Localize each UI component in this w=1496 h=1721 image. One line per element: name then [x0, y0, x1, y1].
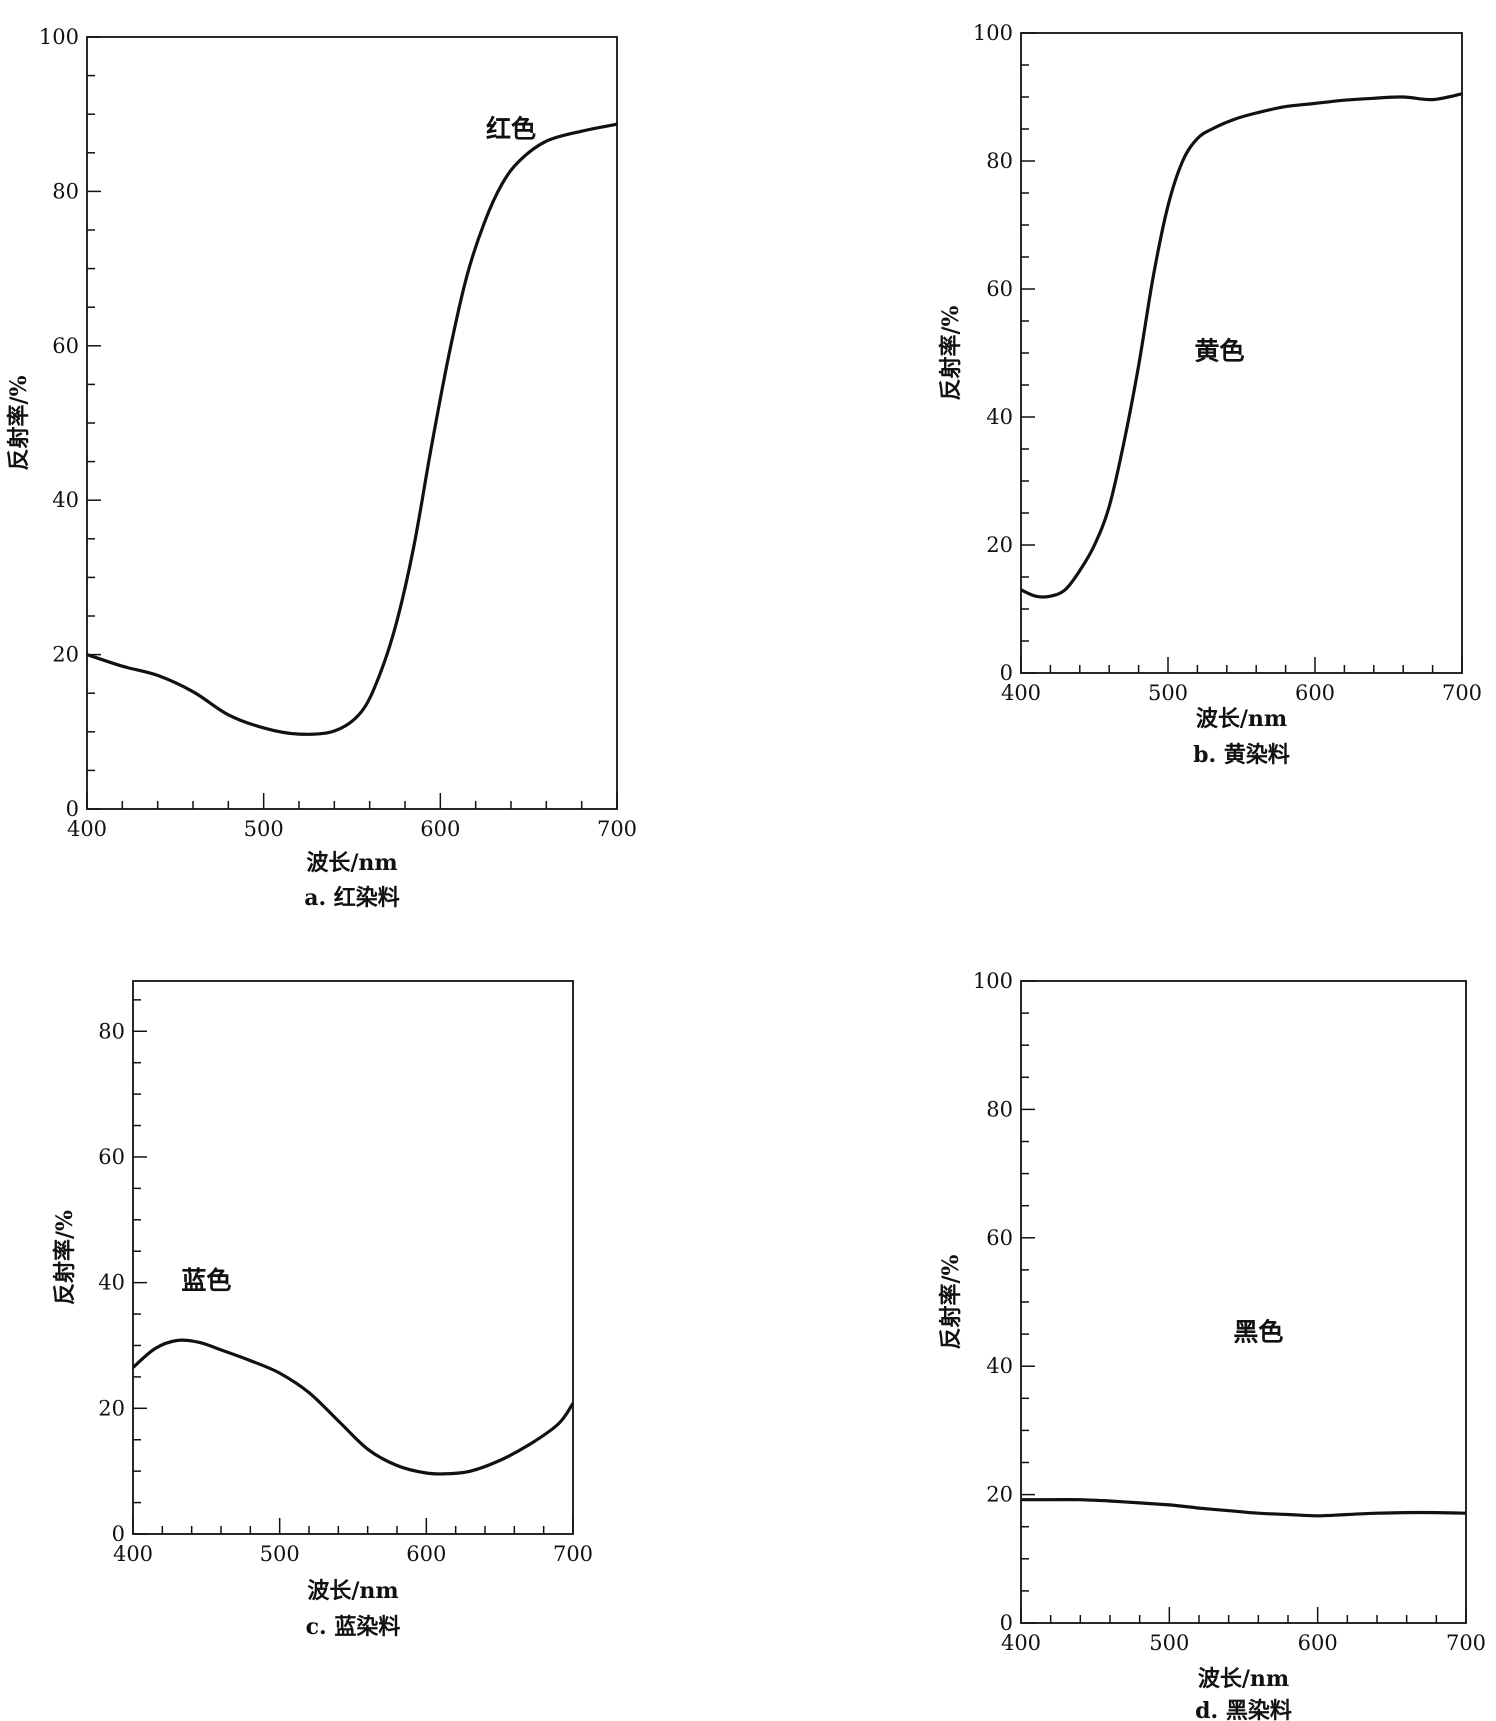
x-axis-label: 波长/nm [307, 1578, 398, 1604]
panel-caption: b. 黄染料 [1193, 742, 1290, 768]
x-tick-label: 600 [406, 1542, 446, 1566]
reflectance-curve [86, 122, 618, 736]
x-tick-label: 500 [260, 1542, 300, 1566]
y-tick-label: 100 [973, 21, 1013, 45]
y-tick-label: 80 [52, 179, 79, 203]
panel-caption: a. 红染料 [304, 885, 400, 911]
x-axis-label: 波长/nm [306, 850, 397, 876]
x-tick-label: 500 [1148, 681, 1188, 705]
x-tick-label: 700 [597, 817, 637, 841]
x-tick-label: 600 [1295, 681, 1335, 705]
y-tick-label: 0 [1000, 1611, 1013, 1635]
panel-caption: d. 黑染料 [1195, 1698, 1292, 1721]
x-axis-label: 波长/nm [1196, 706, 1287, 732]
y-tick-label: 20 [986, 533, 1013, 557]
curve-annotation: 黑色 [1233, 1318, 1283, 1347]
y-tick-label: 80 [986, 149, 1013, 173]
y-axis-label: 反射率/% [6, 375, 32, 470]
x-tick-label: 500 [1149, 1631, 1189, 1655]
chart-panel-b: 400 500 600 700 0 20 40 60 80 100 波长/nm 反射率/% b. 黄染料… [938, 21, 1482, 768]
y-axis-label: 反射率/% [938, 1254, 964, 1349]
y-tick-label: 20 [52, 643, 79, 667]
y-tick-label: 40 [98, 1271, 125, 1295]
chart-panel-a: 400 500 600 700 0 20 40 60 80 100 波长/nm 反射率/% a. 红染料… [6, 25, 637, 911]
y-tick-label: 100 [39, 25, 79, 49]
reflectance-curve [1020, 92, 1463, 599]
y-tick-label: 80 [986, 1097, 1013, 1121]
y-axis-label: 反射率/% [938, 305, 964, 400]
curve-annotation: 蓝色 [181, 1266, 231, 1295]
x-tick-label: 600 [420, 817, 460, 841]
x-tick-label: 400 [1001, 681, 1041, 705]
y-tick-label: 0 [112, 1522, 125, 1546]
plot-frame [132, 980, 574, 1535]
panel-caption: c. 蓝染料 [306, 1614, 401, 1640]
x-tick-label: 700 [1442, 681, 1482, 705]
y-tick-label: 60 [52, 334, 79, 358]
y-tick-label: 40 [52, 488, 79, 512]
y-tick-label: 100 [973, 969, 1013, 993]
curve-annotation: 黄色 [1194, 336, 1244, 365]
x-tick-label: 700 [1446, 1631, 1486, 1655]
x-tick-label: 600 [1298, 1631, 1338, 1655]
x-tick-label: 400 [1001, 1631, 1041, 1655]
y-tick-label: 20 [98, 1396, 125, 1420]
y-axis-label: 反射率/% [52, 1210, 78, 1305]
y-tick-label: 60 [98, 1145, 125, 1169]
y-tick-label: 40 [986, 1354, 1013, 1378]
x-tick-label: 700 [553, 1542, 593, 1566]
chart-panel-c: 400 500 600 700 0 20 40 60 80 波长/nm 反射率/% c. 蓝染料 蓝色 [52, 980, 593, 1640]
x-tick-label: 500 [244, 817, 284, 841]
curve-annotation: 红色 [486, 114, 536, 143]
x-tick-label: 400 [67, 817, 107, 841]
x-axis-label: 波长/nm [1198, 1666, 1289, 1692]
y-tick-label: 0 [66, 797, 79, 821]
plot-frame [1020, 980, 1467, 1624]
chart-panel-d: 400 500 600 700 0 20 40 60 80 100 波长/nm 反射率/% d. 黑染料… [938, 969, 1486, 1721]
y-tick-label: 40 [986, 405, 1013, 429]
y-tick-label: 60 [986, 277, 1013, 301]
y-tick-label: 20 [986, 1483, 1013, 1507]
reflectance-curve [131, 1338, 575, 1476]
reflectance-curve [1021, 1498, 1467, 1518]
y-tick-label: 60 [986, 1226, 1013, 1250]
plot-frame [86, 36, 618, 810]
y-tick-label: 80 [98, 1019, 125, 1043]
y-tick-label: 0 [1000, 661, 1013, 685]
x-tick-label: 400 [113, 1542, 153, 1566]
